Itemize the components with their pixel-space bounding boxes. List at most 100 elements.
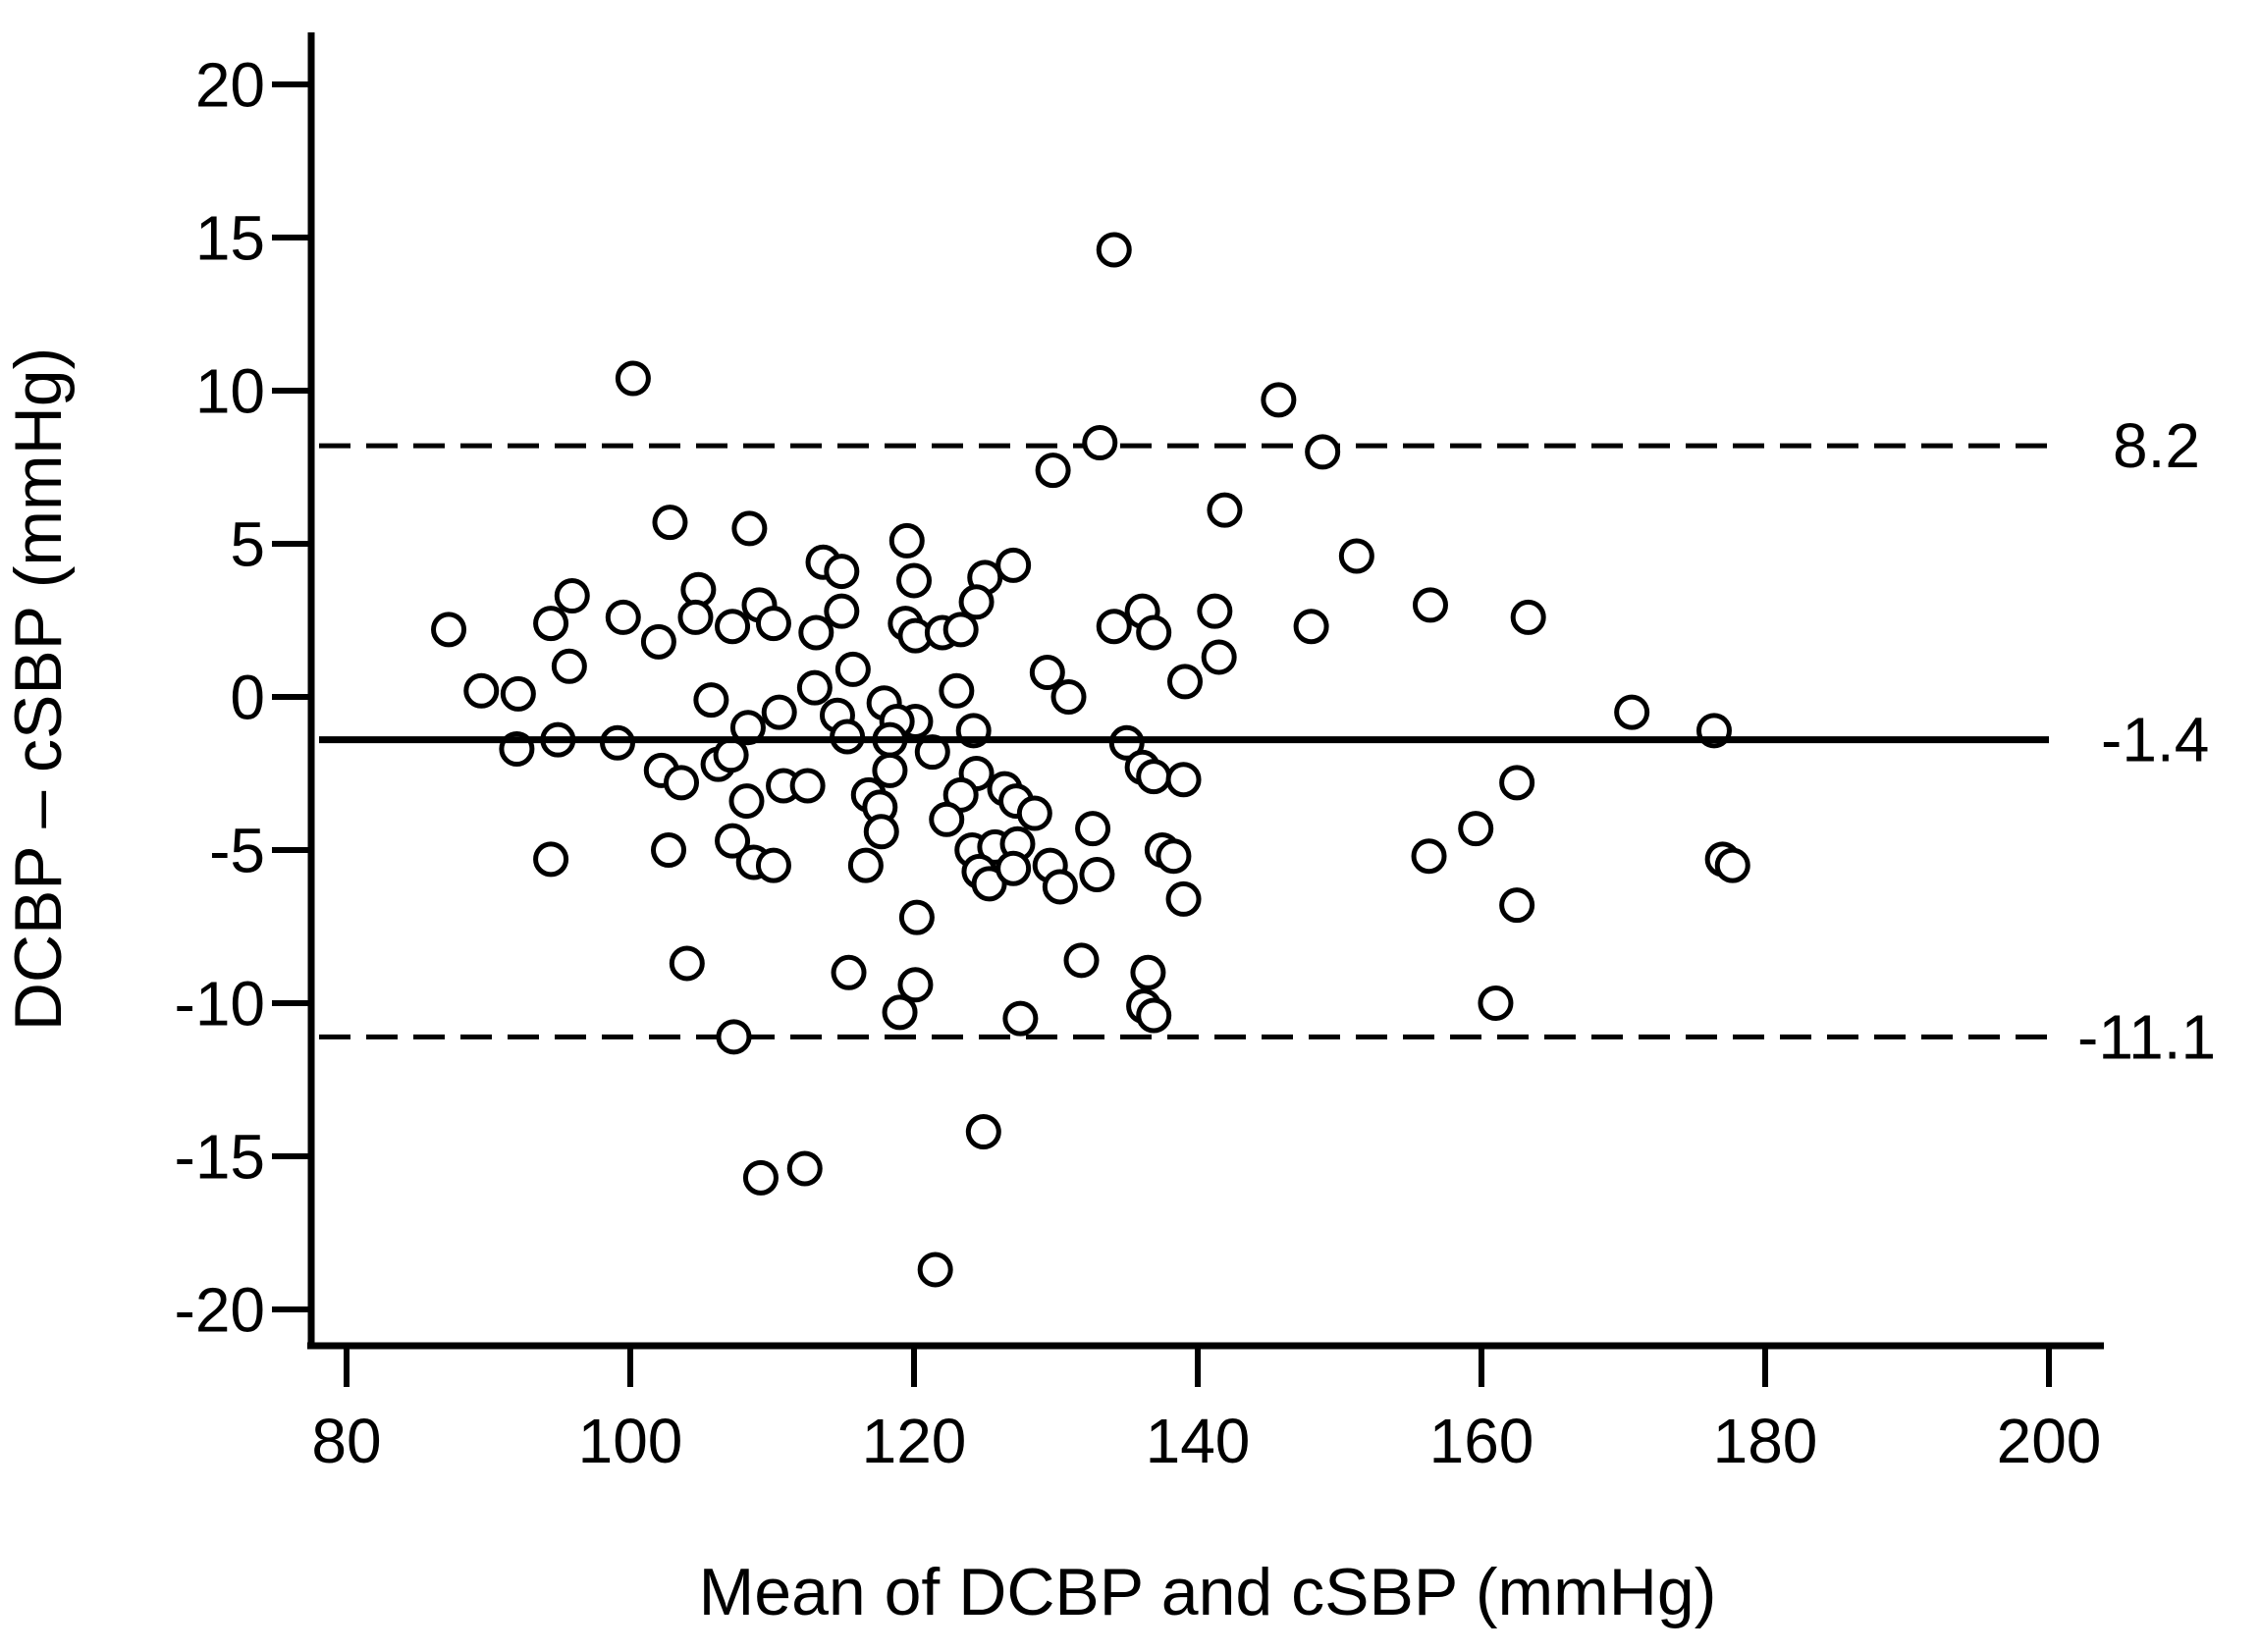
data-point: [1197, 593, 1233, 629]
data-point: [1050, 679, 1087, 715]
data-point: [533, 606, 569, 642]
data-point: [882, 994, 918, 1031]
data-point: [995, 547, 1032, 583]
data-point: [971, 866, 1007, 902]
data-point: [1035, 453, 1071, 489]
data-point: [834, 651, 871, 687]
data-point: [888, 522, 925, 559]
data-point: [1079, 856, 1115, 892]
data-point: [1261, 382, 1297, 418]
data-point: [677, 599, 714, 635]
data-point: [1499, 765, 1535, 801]
data-point: [605, 599, 641, 635]
data-point: [713, 737, 749, 773]
data-point: [715, 609, 751, 645]
data-point: [847, 847, 884, 883]
data-point: [693, 682, 729, 719]
data-point: [554, 578, 590, 614]
x-tick-label: 200: [1997, 1406, 2102, 1476]
data-point: [796, 669, 833, 706]
data-point: [1130, 954, 1166, 990]
data-point: [824, 554, 860, 590]
y-tick-label: -5: [209, 815, 265, 885]
data-point: [1207, 492, 1243, 528]
x-tick-label: 100: [578, 1406, 683, 1476]
mean-value-label: -1.4: [2101, 705, 2209, 775]
data-point: [463, 672, 500, 709]
data-point: [1478, 986, 1514, 1021]
data-point: [1042, 869, 1078, 905]
data-point: [664, 765, 700, 801]
data-point: [786, 1150, 823, 1187]
data-point: [742, 1159, 779, 1196]
data-point: [1458, 811, 1494, 847]
data-point: [1136, 759, 1172, 795]
y-tick-label: 5: [230, 508, 265, 579]
data-point: [939, 672, 975, 709]
data-point: [652, 505, 688, 541]
data-point: [831, 954, 867, 990]
data-point: [728, 783, 765, 820]
data-point: [1305, 434, 1341, 470]
data-point: [755, 847, 791, 883]
data-point: [995, 850, 1032, 886]
data-point: [500, 675, 536, 712]
data-point: [1412, 587, 1448, 623]
data-point: [1136, 614, 1172, 651]
data-point: [824, 593, 860, 629]
data-point: [431, 612, 467, 648]
limits-of-agreement-lines: [319, 443, 2049, 1039]
data-point: [917, 1252, 953, 1288]
data-point: [533, 841, 569, 878]
data-point: [615, 360, 651, 397]
data-point: [798, 614, 834, 651]
y-tick-label: 20: [195, 49, 265, 120]
data-point: [640, 623, 676, 660]
data-point: [651, 832, 687, 868]
data-point: [1016, 795, 1052, 831]
y-axis-ticks: -20 -15 -10 -5 0 5 10 15 20: [175, 49, 311, 1345]
data-point: [897, 967, 934, 1003]
data-point: [929, 801, 965, 837]
x-tick-label: 160: [1429, 1406, 1534, 1476]
y-axis-title: DCBP – cSBP (mmHg): [1, 347, 76, 1032]
data-point: [1714, 847, 1750, 883]
upper-loa-value-label: 8.2: [2113, 410, 2200, 481]
x-tick-label: 140: [1146, 1406, 1251, 1476]
data-point: [1201, 639, 1237, 675]
data-point: [1082, 425, 1118, 461]
data-point: [715, 823, 751, 859]
y-tick-label: 15: [195, 202, 265, 273]
data-point: [898, 899, 935, 935]
data-point: [942, 612, 979, 648]
data-point: [1075, 811, 1111, 847]
data-point: [1411, 838, 1447, 875]
data-point: [1063, 942, 1100, 979]
data-point: [669, 945, 705, 982]
data-point: [863, 814, 899, 850]
data-points: [431, 232, 1750, 1288]
y-tick-label: -20: [175, 1274, 266, 1345]
axes: [307, 32, 2104, 1350]
data-point: [789, 768, 826, 804]
data-point: [761, 694, 797, 730]
x-tick-label: 80: [311, 1406, 381, 1476]
data-point: [1156, 838, 1192, 875]
data-point: [1510, 599, 1546, 635]
lower-loa-value-label: -11.1: [2077, 1001, 2216, 1072]
data-point: [1096, 609, 1132, 645]
data-point: [1166, 664, 1203, 700]
data-point: [896, 562, 932, 599]
y-tick-label: 10: [195, 355, 265, 426]
x-axis-title: Mean of DCBP and cSBP (mmHg): [699, 1555, 1717, 1629]
y-tick-label: -10: [175, 968, 266, 1039]
data-point: [1338, 538, 1374, 574]
y-tick-label: -15: [175, 1121, 266, 1192]
data-point: [1614, 694, 1650, 730]
data-point: [958, 584, 995, 620]
x-tick-label: 120: [862, 1406, 967, 1476]
data-point: [1029, 655, 1065, 691]
data-point: [965, 1114, 1001, 1150]
